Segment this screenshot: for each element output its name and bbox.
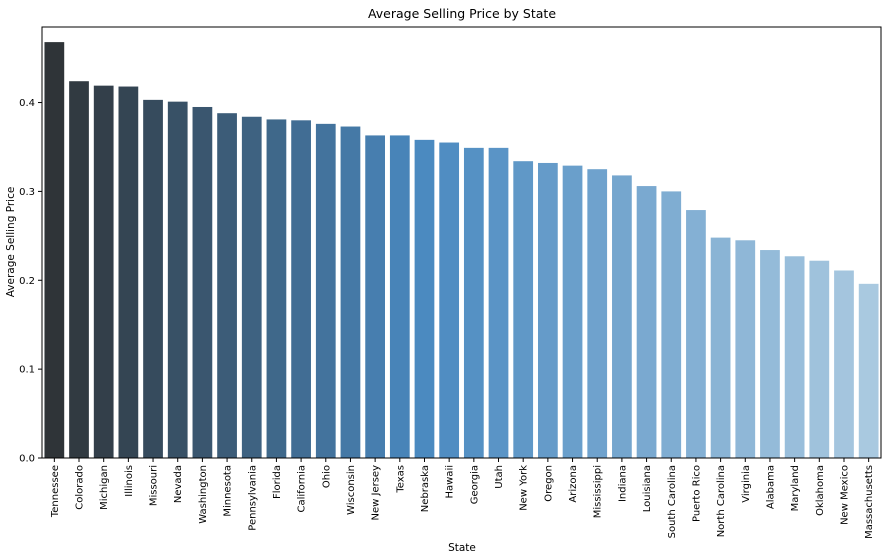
- bar-nebraska: [414, 139, 435, 459]
- x-tick-label: South Carolina: [667, 465, 678, 538]
- x-tick-label: Indiana: [617, 465, 628, 502]
- bar-illinois: [118, 86, 139, 458]
- x-tick-label: Nebraska: [420, 465, 431, 512]
- x-tick-label: Arizona: [568, 465, 579, 503]
- x-tick-label: Nevada: [173, 465, 184, 503]
- x-tick-label: Pennsylvania: [247, 465, 258, 531]
- x-tick-label: Texas: [395, 465, 406, 494]
- bar-alabama: [760, 250, 780, 458]
- bar-virginia: [735, 240, 756, 458]
- x-tick-label: Oklahoma: [815, 465, 826, 516]
- x-tick-label: Ohio: [321, 465, 332, 488]
- x-tick-label: Missouri: [149, 465, 160, 506]
- bar-new-mexico: [834, 270, 854, 458]
- x-axis-ticks: Tennessee Colorado Michigan Illinois Missour…: [50, 458, 875, 539]
- bar-tennessee: [44, 42, 65, 459]
- bar-new-york: [513, 161, 534, 458]
- x-tick-label: Minnesota: [223, 465, 234, 517]
- bar-hawaii: [439, 142, 460, 458]
- y-tick-label: 0.3: [19, 187, 35, 198]
- bar-missouri: [143, 99, 163, 459]
- bar-nevada: [167, 101, 188, 459]
- bar-california: [291, 120, 311, 458]
- x-tick-label: North Carolina: [716, 465, 727, 537]
- x-tick-label: Colorado: [75, 465, 86, 510]
- bar-new-jersey: [365, 135, 385, 459]
- x-tick-label: Illinois: [124, 465, 135, 497]
- bar-maryland: [784, 256, 805, 458]
- x-tick-label: Michigan: [99, 465, 110, 510]
- x-tick-label: Georgia: [469, 465, 480, 504]
- x-tick-label: Louisiana: [642, 465, 653, 512]
- bar-colorado: [69, 81, 89, 459]
- x-tick-label: Virginia: [741, 465, 752, 503]
- bar-washington: [192, 106, 213, 458]
- x-tick-label: Hawaii: [445, 465, 456, 499]
- x-tick-label: New Jersey: [371, 465, 382, 521]
- x-tick-label: New York: [519, 465, 530, 511]
- bar-ohio: [315, 123, 336, 459]
- x-tick-label: Florida: [272, 465, 283, 499]
- x-tick-label: Massachusetts: [864, 465, 875, 539]
- bar-arizona: [562, 165, 583, 458]
- x-tick-label: New Mexico: [839, 465, 850, 525]
- bar-pennsylvania: [241, 116, 262, 458]
- x-tick-label: Mississippi: [593, 465, 604, 518]
- bar-louisiana: [636, 186, 657, 458]
- bar-florida: [266, 119, 287, 459]
- bar-indiana: [612, 175, 632, 458]
- x-tick-label: Maryland: [790, 465, 801, 511]
- x-tick-label: Puerto Rico: [691, 465, 702, 522]
- x-tick-label: Utah: [494, 465, 505, 489]
- bar-utah: [488, 147, 509, 459]
- y-tick-label: 0.0: [19, 454, 35, 465]
- y-axis-label: Average Selling Price: [5, 187, 17, 298]
- x-tick-label: Wisconsin: [346, 465, 357, 515]
- bar-south-carolina: [661, 191, 682, 458]
- x-tick-label: California: [297, 465, 308, 513]
- chart-title: Average Selling Price by State: [368, 6, 556, 21]
- bar-wisconsin: [340, 126, 361, 458]
- y-tick-label: 0.4: [19, 98, 35, 109]
- bars: [44, 42, 879, 459]
- x-axis-label: State: [448, 542, 476, 554]
- bar-mississippi: [587, 169, 608, 458]
- bar-massachusetts: [858, 283, 879, 458]
- bar-puerto-rico: [686, 210, 706, 458]
- x-tick-label: Oregon: [543, 465, 554, 502]
- y-axis-ticks: 0.0 0.1 0.2 0.3 0.4: [19, 98, 42, 465]
- y-tick-label: 0.1: [19, 365, 35, 376]
- bar-michigan: [93, 85, 114, 459]
- bar-oregon: [538, 162, 558, 458]
- x-tick-label: Alabama: [765, 465, 776, 509]
- bar-georgia: [463, 147, 484, 459]
- bar-texas: [389, 135, 410, 459]
- y-tick-label: 0.2: [19, 276, 35, 287]
- x-tick-label: Tennessee: [50, 465, 61, 518]
- bar-oklahoma: [809, 260, 830, 458]
- bar-minnesota: [217, 113, 237, 458]
- plot-frame: [41, 26, 882, 459]
- x-tick-label: Washington: [198, 465, 209, 524]
- bar-north-carolina: [710, 237, 731, 458]
